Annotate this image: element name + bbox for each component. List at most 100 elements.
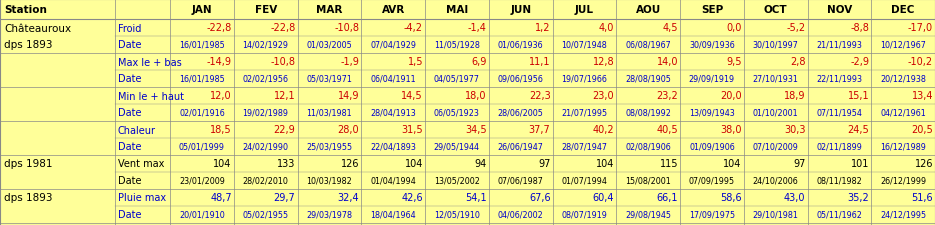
Text: -17,0: -17,0 (908, 23, 933, 33)
Text: 02/08/1906: 02/08/1906 (626, 142, 671, 151)
Text: 18,5: 18,5 (210, 125, 232, 135)
Text: MAI: MAI (446, 5, 468, 15)
Text: 40,2: 40,2 (593, 125, 614, 135)
Text: FEV: FEV (254, 5, 277, 15)
Text: Date: Date (118, 40, 141, 50)
Text: 38,0: 38,0 (720, 125, 741, 135)
Text: 12,0: 12,0 (210, 91, 232, 101)
Text: 1,2: 1,2 (535, 23, 551, 33)
Text: 04/05/1977: 04/05/1977 (434, 75, 480, 84)
Text: 0,0: 0,0 (726, 23, 741, 33)
Text: 22/11/1993: 22/11/1993 (816, 75, 862, 84)
Text: 18/04/1964: 18/04/1964 (370, 210, 416, 219)
Text: 02/01/1916: 02/01/1916 (179, 108, 224, 117)
Text: 28,0: 28,0 (338, 125, 359, 135)
Text: 31,5: 31,5 (401, 125, 423, 135)
Text: 28/08/1905: 28/08/1905 (626, 75, 671, 84)
Text: 18,0: 18,0 (466, 91, 487, 101)
Text: -10,2: -10,2 (908, 57, 933, 67)
Text: 19/07/1966: 19/07/1966 (561, 75, 608, 84)
Text: AOU: AOU (636, 5, 661, 15)
Text: -8,8: -8,8 (850, 23, 870, 33)
Text: 29/05/1944: 29/05/1944 (434, 142, 480, 151)
Text: 09/06/1956: 09/06/1956 (497, 75, 543, 84)
Text: 115: 115 (659, 159, 678, 169)
Text: 126: 126 (914, 159, 933, 169)
Text: 32,4: 32,4 (338, 193, 359, 202)
Text: 94: 94 (474, 159, 487, 169)
Text: 05/02/1955: 05/02/1955 (242, 210, 289, 219)
Text: Pluie max: Pluie max (118, 193, 166, 202)
Text: 28/04/1913: 28/04/1913 (370, 108, 416, 117)
Text: 16/01/1985: 16/01/1985 (179, 41, 224, 50)
Text: 06/08/1967: 06/08/1967 (626, 41, 671, 50)
Text: DEC: DEC (891, 5, 914, 15)
Text: 17/09/1975: 17/09/1975 (689, 210, 735, 219)
Text: Chaleur: Chaleur (118, 125, 156, 135)
Text: 14,9: 14,9 (338, 91, 359, 101)
Text: 13,4: 13,4 (912, 91, 933, 101)
Text: 11,1: 11,1 (529, 57, 551, 67)
Text: 06/04/1911: 06/04/1911 (370, 75, 416, 84)
Text: NOV: NOV (827, 5, 852, 15)
Text: 40,5: 40,5 (656, 125, 678, 135)
Text: 22,9: 22,9 (274, 125, 295, 135)
Text: 01/03/2005: 01/03/2005 (307, 41, 352, 50)
Text: 20,0: 20,0 (720, 91, 741, 101)
Text: 10/12/1967: 10/12/1967 (880, 41, 926, 50)
Text: Max le + bas: Max le + bas (118, 57, 181, 67)
Text: -5,2: -5,2 (786, 23, 805, 33)
Text: 01/10/2001: 01/10/2001 (753, 108, 798, 117)
Text: 104: 104 (213, 159, 232, 169)
Text: 22/04/1893: 22/04/1893 (370, 142, 416, 151)
Text: -1,4: -1,4 (468, 23, 487, 33)
Text: 10/03/1982: 10/03/1982 (307, 176, 352, 185)
Text: 29/10/1981: 29/10/1981 (753, 210, 798, 219)
Text: 37,7: 37,7 (529, 125, 551, 135)
Text: -10,8: -10,8 (270, 57, 295, 67)
Text: Vent max: Vent max (118, 159, 165, 169)
Text: 29/08/1945: 29/08/1945 (626, 210, 671, 219)
Text: 104: 104 (596, 159, 614, 169)
Text: 27/10/1931: 27/10/1931 (753, 75, 798, 84)
Text: 11/03/1981: 11/03/1981 (307, 108, 352, 117)
Text: -22,8: -22,8 (207, 23, 232, 33)
Text: 12,8: 12,8 (593, 57, 614, 67)
Text: 16/12/1989: 16/12/1989 (880, 142, 926, 151)
Text: 126: 126 (340, 159, 359, 169)
Text: 14,5: 14,5 (401, 91, 423, 101)
Text: 05/03/1971: 05/03/1971 (307, 75, 352, 84)
Text: Châteauroux: Châteauroux (4, 23, 71, 33)
Text: 21/11/1993: 21/11/1993 (816, 41, 862, 50)
Text: 12/05/1910: 12/05/1910 (434, 210, 480, 219)
Text: 43,0: 43,0 (784, 193, 805, 202)
Text: JUN: JUN (511, 5, 531, 15)
Text: 6,9: 6,9 (471, 57, 487, 67)
Text: Froid: Froid (118, 23, 141, 33)
Text: 05/11/1962: 05/11/1962 (816, 210, 862, 219)
Text: 60,4: 60,4 (593, 193, 614, 202)
Text: OCT: OCT (764, 5, 787, 15)
Text: 30/10/1997: 30/10/1997 (753, 41, 798, 50)
Text: 20/01/1910: 20/01/1910 (179, 210, 224, 219)
Text: -2,9: -2,9 (850, 57, 870, 67)
Text: 28/07/1947: 28/07/1947 (561, 142, 608, 151)
Text: 14/02/1929: 14/02/1929 (242, 41, 289, 50)
Text: 4,5: 4,5 (663, 23, 678, 33)
Text: 01/04/1994: 01/04/1994 (370, 176, 416, 185)
Text: 104: 104 (405, 159, 423, 169)
Text: 28/02/2010: 28/02/2010 (243, 176, 289, 185)
Text: 4,0: 4,0 (599, 23, 614, 33)
Text: 13/05/2002: 13/05/2002 (434, 176, 480, 185)
Text: 07/06/1987: 07/06/1987 (497, 176, 543, 185)
Text: 07/10/2009: 07/10/2009 (753, 142, 798, 151)
Text: 34,5: 34,5 (465, 125, 487, 135)
Text: 08/08/1992: 08/08/1992 (626, 108, 671, 117)
Text: 15/08/2001: 15/08/2001 (626, 176, 671, 185)
Text: -1,9: -1,9 (340, 57, 359, 67)
Text: AVR: AVR (381, 5, 405, 15)
Text: 30/09/1936: 30/09/1936 (689, 41, 735, 50)
Text: 9,5: 9,5 (726, 57, 741, 67)
Text: dps 1893: dps 1893 (4, 193, 52, 202)
Text: 67,6: 67,6 (529, 193, 551, 202)
